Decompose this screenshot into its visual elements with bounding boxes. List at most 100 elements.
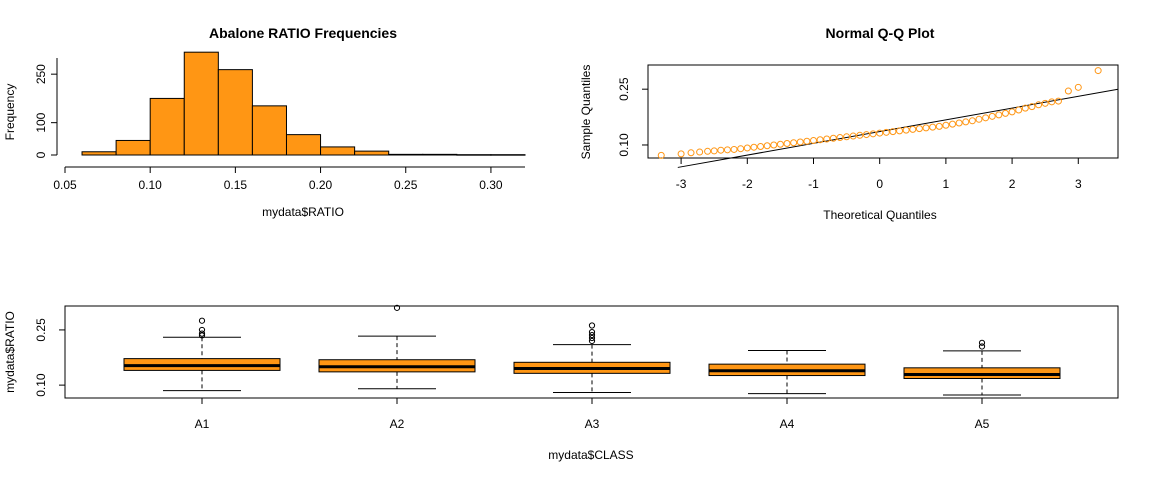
histogram-bar <box>388 153 424 156</box>
histogram-bar <box>490 154 526 156</box>
histogram-x-tick-label: 0.15 <box>224 178 248 192</box>
qq-point <box>935 122 943 130</box>
histogram-bar <box>81 151 117 156</box>
qq-point <box>677 150 685 158</box>
histogram-bars <box>81 51 526 156</box>
boxplot-box-A2 <box>318 304 476 390</box>
qq-plot-frame <box>647 64 1119 159</box>
boxplot-x-tick-label: A2 <box>390 417 405 431</box>
histogram-x-axis: 0.05 0.10 0.15 0.20 0.25 0.30 <box>53 166 525 192</box>
qq-x-tick-label: -3 <box>676 177 687 191</box>
histogram-bar <box>149 97 185 156</box>
qq-point <box>809 137 817 145</box>
qq-point <box>949 120 957 128</box>
qq-point <box>849 132 857 140</box>
histogram-y-axis: 0 100 250 <box>34 58 58 158</box>
qq-points <box>657 67 1102 159</box>
qq-point <box>988 112 996 120</box>
qq-point <box>896 127 904 135</box>
qq-point <box>1041 99 1049 107</box>
histogram-y-tick-label: 0 <box>34 151 48 158</box>
boxplot-box-A3 <box>513 322 671 393</box>
qq-point <box>909 125 917 133</box>
boxplot-box-A4 <box>708 350 866 395</box>
qq-point <box>982 114 990 122</box>
qq-point <box>1054 97 1062 105</box>
qq-plot-panel: Normal Q-Q Plot Theoretical Quantiles Sa… <box>579 25 1119 222</box>
histogram-bar <box>320 146 356 156</box>
qq-point <box>704 147 712 155</box>
boxplot-outlier <box>588 334 596 342</box>
qq-point <box>783 139 791 147</box>
qq-point <box>995 111 1003 119</box>
qq-ylabel: Sample Quantiles <box>579 65 593 160</box>
qq-point <box>796 138 804 146</box>
boxplot-xlabel: mydata$CLASS <box>548 448 633 462</box>
qq-point <box>856 131 864 139</box>
qq-x-tick-label: 1 <box>943 177 950 191</box>
qq-point <box>743 144 751 152</box>
histogram-bar <box>183 51 219 156</box>
qq-xlabel: Theoretical Quantiles <box>823 208 936 222</box>
qq-point <box>1035 101 1043 109</box>
qq-point <box>657 151 665 159</box>
boxplot-y-tick-label: 0.25 <box>34 318 48 342</box>
qq-point <box>717 146 725 154</box>
histogram-bar <box>422 153 458 156</box>
boxplot-outlier <box>198 326 206 334</box>
histogram-bar <box>251 105 287 156</box>
qq-point <box>1021 104 1029 112</box>
qq-point <box>696 148 704 156</box>
histogram-bar <box>285 134 322 156</box>
boxplot-outlier <box>393 304 401 311</box>
boxplot-outlier <box>588 337 596 345</box>
boxplot-outlier <box>588 322 596 329</box>
boxplot-x-tick-label: A4 <box>780 417 795 431</box>
histogram-title: Abalone RATIO Frequencies <box>209 25 397 41</box>
histogram-x-tick-label: 0.05 <box>53 178 77 192</box>
qq-title: Normal Q-Q Plot <box>826 25 935 41</box>
qq-point <box>975 115 983 123</box>
qq-point <box>902 126 910 134</box>
qq-point <box>803 137 811 145</box>
qq-point <box>962 118 970 126</box>
qq-x-tick-label: 0 <box>876 177 883 191</box>
qq-x-tick-label: -1 <box>808 177 819 191</box>
histogram-bar <box>456 154 492 156</box>
qq-point <box>757 142 765 150</box>
qq-point <box>929 123 937 131</box>
histogram-x-tick-label: 0.25 <box>394 178 418 192</box>
qq-point <box>730 145 738 153</box>
qq-point <box>915 125 923 133</box>
qq-point <box>889 128 897 136</box>
qq-x-tick-label: 2 <box>1009 177 1016 191</box>
boxplot-box-A1 <box>123 317 281 392</box>
qq-point <box>843 133 851 141</box>
qq-point <box>1001 109 1009 117</box>
boxplot-outlier <box>198 317 206 324</box>
boxplot-box-A5 <box>903 339 1061 396</box>
qq-point <box>1015 106 1023 114</box>
qq-point <box>823 135 831 143</box>
qq-point <box>776 140 784 148</box>
boxplot-x-tick-label: A5 <box>975 417 990 431</box>
qq-point <box>816 136 824 144</box>
qq-point <box>1074 83 1082 91</box>
qq-x-tick-label: -2 <box>742 177 753 191</box>
qq-point <box>922 124 930 132</box>
boxplot-x-tick-label: A3 <box>585 417 600 431</box>
qq-point <box>1028 103 1036 111</box>
boxplot-x-axis: A1 A2 A3 A4 A5 <box>195 398 990 431</box>
qq-point <box>882 128 890 136</box>
qq-point <box>836 134 844 142</box>
qq-point <box>710 147 718 155</box>
qq-point <box>968 117 976 125</box>
qq-x-tick-label: 3 <box>1075 177 1082 191</box>
boxplot-outlier <box>978 343 986 350</box>
qq-point <box>737 145 745 153</box>
boxplot-y-tick-label: 0.10 <box>34 373 48 397</box>
qq-point <box>770 141 778 149</box>
qq-point <box>790 139 798 147</box>
qq-point <box>1064 87 1072 95</box>
qq-point <box>687 149 695 157</box>
